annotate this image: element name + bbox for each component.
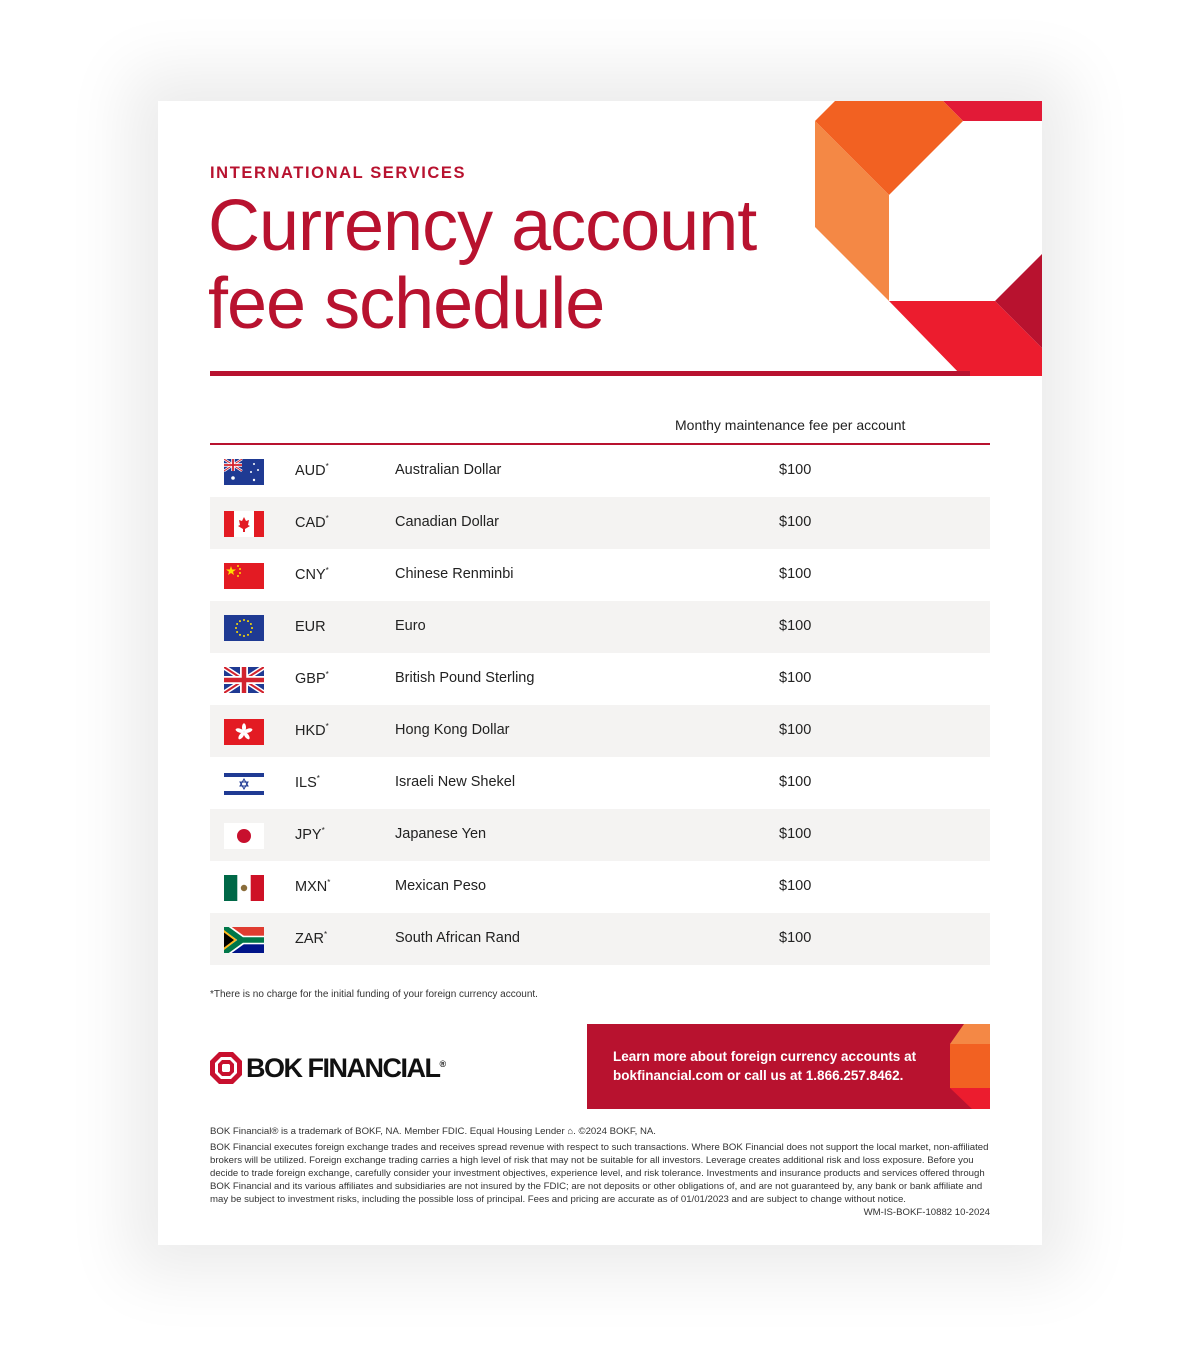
monthly-fee: $100 (779, 670, 812, 686)
currency-code: GBP* (295, 670, 329, 687)
currency-name: Mexican Peso (395, 878, 487, 894)
currency-code: MXN* (295, 878, 331, 895)
fee-column-header: Monthy maintenance fee per account (675, 417, 906, 433)
document-code: WM-IS-BOKF-10882 10-2024 (863, 1207, 990, 1218)
currency-name: Japanese Yen (395, 826, 487, 842)
title-line-2: fee schedule (208, 264, 605, 344)
monthly-fee: $100 (779, 514, 812, 530)
section-eyebrow: INTERNATIONAL SERVICES (210, 164, 467, 182)
mexico-flag-icon (224, 875, 264, 901)
table-header-divider (210, 443, 990, 445)
monthly-fee: $100 (779, 930, 812, 946)
table-row: GBP* British Pound Sterling $100 (210, 653, 990, 705)
currency-code: JPY* (295, 826, 325, 843)
table-row: HKD* Hong Kong Dollar $100 (210, 705, 990, 757)
monthly-fee: $100 (779, 462, 812, 478)
disclosure-text: BOK Financial executes foreign exchange … (210, 1142, 989, 1205)
table-row: CAD* Canadian Dollar $100 (210, 497, 990, 549)
monthly-fee: $100 (779, 774, 812, 790)
japan-flag-icon (224, 823, 264, 849)
currency-name: Euro (395, 618, 426, 634)
currency-name: South African Rand (395, 930, 520, 946)
contact-banner: Learn more about foreign currency accoun… (587, 1024, 990, 1109)
currency-name: British Pound Sterling (395, 670, 535, 686)
monthly-fee: $100 (779, 722, 812, 738)
south-africa-flag-icon (224, 927, 264, 953)
monthly-fee: $100 (779, 826, 812, 842)
title-divider (210, 371, 970, 376)
eu-flag-icon (224, 615, 264, 641)
page-title: Currency account fee schedule (208, 186, 757, 344)
currency-name: Hong Kong Dollar (395, 722, 510, 738)
canada-flag-icon (224, 511, 264, 537)
decorative-geometric-graphic (815, 101, 1042, 376)
hong-kong-flag-icon (224, 719, 264, 745)
currency-name: Canadian Dollar (395, 514, 499, 530)
trademark-notice: BOK Financial® is a trademark of BOKF, N… (210, 1126, 656, 1137)
currency-name: Australian Dollar (395, 462, 502, 478)
currency-code: AUD* (295, 462, 329, 479)
currency-code: CAD* (295, 514, 329, 531)
currency-code: CNY* (295, 566, 329, 583)
currency-name: Chinese Renminbi (395, 566, 514, 582)
logo-text: BOK FINANCIAL (246, 1052, 441, 1083)
footnote: *There is no charge for the initial fund… (210, 989, 538, 1000)
table-row: JPY* Japanese Yen $100 (210, 809, 990, 861)
title-line-1: Currency account (208, 186, 757, 266)
table-row: ZAR* South African Rand $100 (210, 913, 990, 965)
monthly-fee: $100 (779, 566, 812, 582)
currency-code: ILS* (295, 774, 320, 791)
australia-flag-icon (224, 459, 264, 485)
fee-schedule-page: INTERNATIONAL SERVICES Currency account … (158, 101, 1042, 1245)
israel-flag-icon (224, 771, 264, 797)
monthly-fee: $100 (779, 618, 812, 634)
currency-name: Israeli New Shekel (395, 774, 516, 790)
currency-code: EUR (295, 618, 326, 635)
currency-code: ZAR* (295, 930, 328, 947)
uk-flag-icon (224, 667, 264, 693)
bok-logo-mark-icon (210, 1052, 242, 1084)
currency-code: HKD* (295, 722, 329, 739)
table-row: ILS* Israeli New Shekel $100 (210, 757, 990, 809)
banner-accent-graphic (950, 1024, 990, 1109)
table-row: AUD* Australian Dollar $100 (210, 445, 990, 497)
table-row: EUR Euro $100 (210, 601, 990, 653)
bok-financial-logo: BOK FINANCIAL® (209, 1051, 446, 1085)
currency-fee-table: AUD* Australian Dollar $100 CAD* Canadian Do… (210, 445, 990, 965)
cta-line-1: Learn more about foreign currency accoun… (613, 1049, 917, 1064)
cta-line-2[interactable]: bokfinancial.com or call us at 1.866.257… (613, 1068, 904, 1083)
legal-disclaimer: BOK Financial® is a trademark of BOKF, N… (210, 1125, 990, 1219)
table-row: MXN* Mexican Peso $100 (210, 861, 990, 913)
china-flag-icon (224, 563, 264, 589)
monthly-fee: $100 (779, 878, 812, 894)
registered-mark: ® (439, 1058, 446, 1069)
table-row: CNY* Chinese Renminbi $100 (210, 549, 990, 601)
